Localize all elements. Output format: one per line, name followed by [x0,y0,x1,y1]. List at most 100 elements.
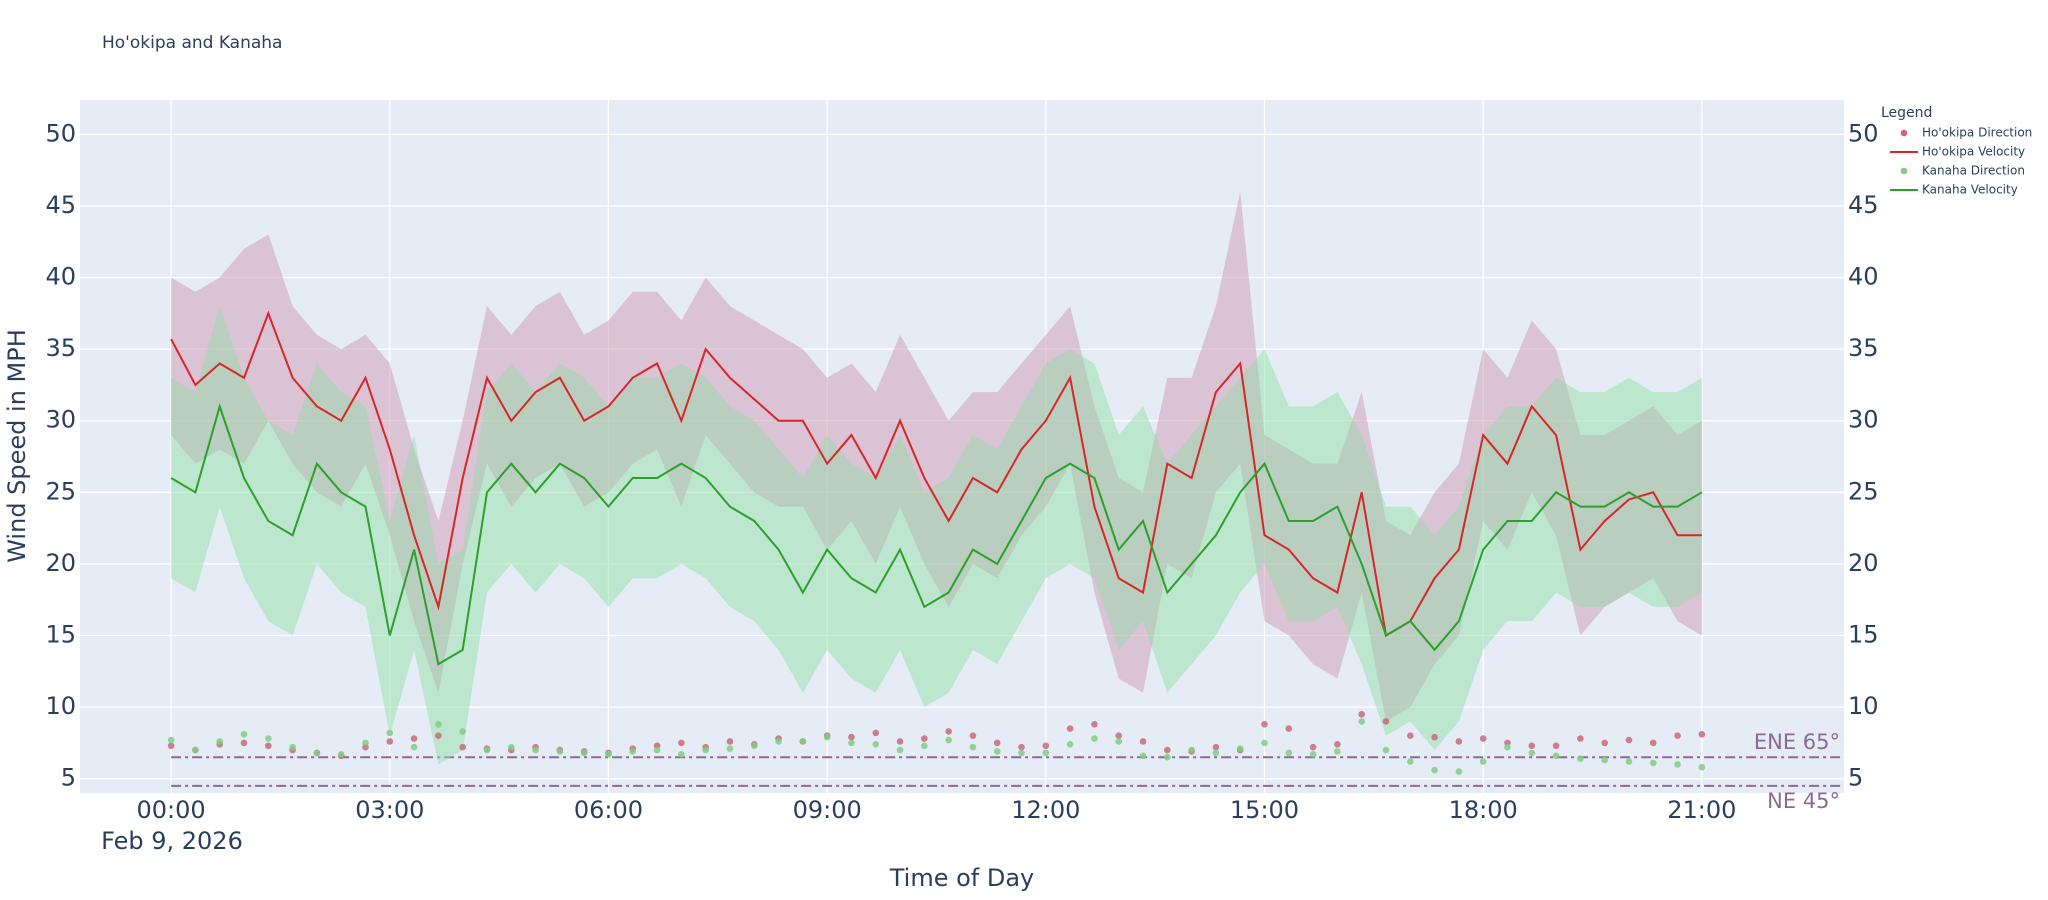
direction-point [435,732,442,740]
direction-point [750,742,758,750]
direction-point [1431,766,1438,774]
y2-tick-label: 35 [1848,334,1879,362]
direction-point [896,738,904,745]
direction-point [1528,749,1536,757]
velocity-band [171,306,1702,765]
y-tick-label: 40 [45,263,76,291]
direction-point [167,736,175,744]
direction-point [945,736,952,744]
velocity-band [171,191,1702,722]
direction-point [1455,738,1463,745]
direction-point [969,743,977,751]
direction-point [605,751,612,758]
direction-point [507,743,515,751]
legend-label: Kanaha Velocity [1922,183,2018,197]
direction-point [1164,753,1171,761]
direction-point [289,743,296,751]
direction-point [969,732,977,740]
direction-point [678,739,685,747]
x-tick-label: 18:00 [1449,796,1518,824]
velocity-band [171,306,1702,765]
direction-point [848,739,855,747]
direction-point [386,729,394,737]
direction-point [1285,725,1293,732]
direction-point [1577,735,1584,742]
x-axis-title: Time of Day [889,864,1035,892]
direction-point [1042,749,1050,757]
direction-point [1309,743,1317,751]
direction-point [993,748,1001,755]
direction-point [1601,739,1608,747]
direction-point [1674,732,1681,740]
direction-point [1552,752,1560,760]
direction-point [1018,749,1025,757]
velocity-line [170,403,1703,666]
y-tick-label: 15 [45,621,76,649]
direction-point [921,735,928,742]
direction-point [872,729,880,737]
direction-point [629,748,637,755]
direction-point [1139,752,1147,760]
direction-point [823,733,831,741]
direction-point [945,728,952,735]
legend-marker [1900,129,1908,137]
direction-point [1674,761,1681,768]
legend-title: Legend [1881,105,1932,121]
direction-point [386,738,394,745]
y-tick-label: 30 [45,406,76,434]
direction-point [1698,763,1706,771]
direction-point [313,749,321,757]
reference-label: NE 45° [1767,789,1840,813]
x-tick-label: 03:00 [355,796,424,824]
direction-point [1212,743,1220,751]
direction-point [1552,742,1560,750]
direction-point [240,730,248,738]
direction-point [1188,746,1195,754]
y-axis-title: Wind Speed in MPH [3,329,31,563]
y2-tick-label: 30 [1848,406,1879,434]
direction-point [216,738,224,745]
direction-point [1042,742,1050,750]
direction-point [993,739,1001,747]
direction-point [459,743,466,751]
legend-marker [1900,167,1908,175]
y-tick-label: 35 [45,334,76,362]
direction-point [1309,751,1317,758]
direction-point [167,742,175,750]
direction-point [1382,718,1390,725]
legend-label: Ho'okipa Direction [1922,126,2032,140]
direction-point [848,733,855,741]
reference-label: ENE 65° [1754,730,1840,754]
direction-point [1455,768,1463,775]
direction-point [265,735,272,742]
direction-point [265,742,272,750]
direction-point [1358,718,1365,725]
x-tick-label: 09:00 [793,796,862,824]
direction-point [1431,733,1438,741]
y2-tick-label: 50 [1848,119,1879,147]
x-tick-label: 12:00 [1011,796,1080,824]
direction-point [653,746,661,754]
x-tick-label: 15:00 [1230,796,1299,824]
x-tick-label: 06:00 [574,796,643,824]
direction-point [1625,736,1633,744]
direction-point [1625,758,1633,765]
x-date-label: Feb 9, 2026 [101,827,243,855]
direction-point [896,746,904,754]
direction-point [872,741,880,748]
direction-point [1115,738,1123,745]
direction-point [410,735,418,742]
direction-point [1649,739,1657,747]
y-tick-label: 10 [45,692,76,720]
direction-point [799,738,807,745]
plot-area [80,100,1844,793]
y-tick-label: 5 [61,764,76,792]
direction-point [921,742,928,750]
direction-point [1504,743,1511,751]
direction-point [702,746,709,754]
direction-point [580,749,588,757]
direction-point [1018,743,1025,751]
direction-point [1649,759,1657,767]
legend-label: Ho'okipa Velocity [1922,145,2025,159]
